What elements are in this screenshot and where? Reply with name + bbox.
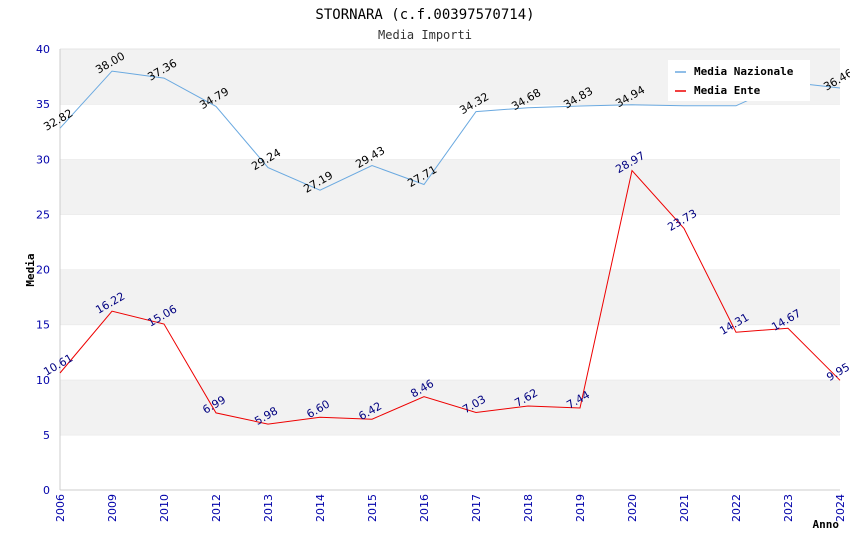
legend-label-media-ente: Media Ente (694, 84, 761, 97)
grid-band (60, 434, 840, 490)
grid-band (60, 214, 840, 270)
series-lines (59, 70, 841, 425)
x-tick-label: 2014 (314, 494, 327, 522)
y-tick-labels: 0 5 10 15 20 25 30 35 40 (36, 43, 50, 497)
x-tick-label: 2023 (782, 494, 795, 522)
x-tick-label: 2010 (158, 494, 171, 522)
series-line-media-nazionale (59, 70, 841, 191)
x-tick-label: 2017 (470, 494, 483, 522)
x-tick-label: 2013 (262, 494, 275, 522)
y-tick-label: 10 (36, 374, 50, 387)
x-tick-label: 2021 (678, 494, 691, 522)
grid-band (60, 379, 840, 435)
x-tick-label: 2015 (366, 494, 379, 522)
grid-band (60, 324, 840, 380)
y-axis-label: Media (24, 253, 37, 286)
y-tick-label: 25 (36, 208, 50, 221)
legend-label-media-nazionale: Media Nazionale (694, 65, 794, 78)
grid-bands (60, 48, 840, 490)
axes (59, 49, 840, 491)
x-tick-label: 2019 (574, 494, 587, 522)
y-tick-label: 40 (36, 43, 50, 56)
legend: Media Nazionale Media Ente (668, 60, 810, 101)
x-axis-label: Anno (813, 518, 840, 531)
grid-band (60, 269, 840, 325)
x-tick-labels: 2006 2009 2010 2012 2013 2014 2015 2016 2017 2018… (54, 494, 847, 522)
series-line-media-ente (59, 169, 841, 425)
x-tick-label: 2012 (210, 494, 223, 522)
chart-title: STORNARA (c.f.00397570714) (315, 7, 534, 23)
grid-band (60, 159, 840, 215)
legend-box (668, 60, 810, 101)
x-tick-label: 2024 (834, 494, 847, 522)
y-tick-label: 35 (36, 98, 50, 111)
chart-subtitle: Media Importi (378, 28, 472, 42)
y-tick-label: 15 (36, 319, 50, 332)
x-tick-label: 2006 (54, 494, 67, 522)
grid-band (60, 104, 840, 160)
x-tick-label: 2020 (626, 494, 639, 522)
y-tick-label: 30 (36, 153, 50, 166)
y-tick-label: 0 (43, 484, 50, 497)
x-tick-label: 2016 (418, 494, 431, 522)
x-tick-label: 2022 (730, 494, 743, 522)
x-tick-label: 2009 (106, 494, 119, 522)
x-tick-label: 2018 (522, 494, 535, 522)
y-tick-label: 5 (43, 429, 50, 442)
y-tick-label: 20 (36, 264, 50, 277)
